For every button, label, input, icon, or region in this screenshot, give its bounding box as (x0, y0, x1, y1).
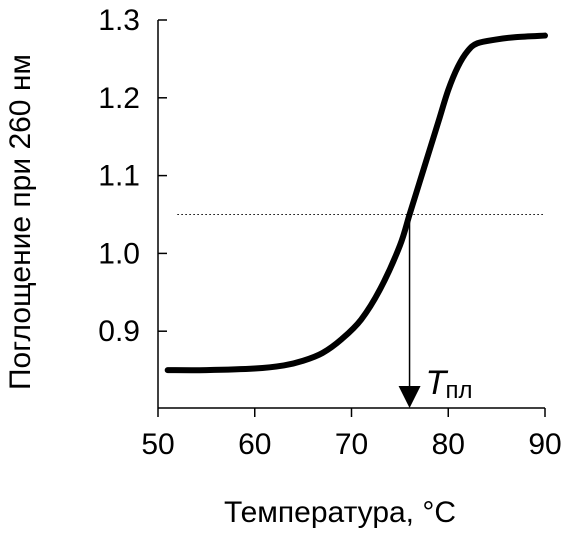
absorbance-curve (164, 32, 548, 374)
melting-point-label-subscript: пл (446, 377, 473, 404)
y-axis: 0.9 1.0 1.1 1.2 1.3 (98, 4, 167, 408)
y-tick-label: 1.2 (98, 82, 140, 115)
x-tick-label: 60 (238, 428, 271, 461)
x-tick-label: 70 (335, 428, 368, 461)
x-tick-label: 80 (432, 428, 465, 461)
y-tick-label: 1.3 (98, 4, 140, 37)
y-tick-label: 1.1 (98, 160, 140, 193)
x-axis: 50 60 70 80 90 (141, 407, 562, 461)
y-tick-label: 1.0 (98, 237, 140, 270)
y-tick-label: 0.9 (98, 315, 140, 348)
melting-point-arrowhead (398, 386, 421, 408)
x-tick-label: 50 (141, 428, 174, 461)
x-tick-label: 90 (528, 428, 561, 461)
y-axis-title: Поглощение при 260 нм (4, 54, 37, 390)
melting-point-label: T (426, 364, 449, 402)
x-axis-title: Температура, °C (224, 496, 456, 529)
plot-area (164, 32, 548, 374)
